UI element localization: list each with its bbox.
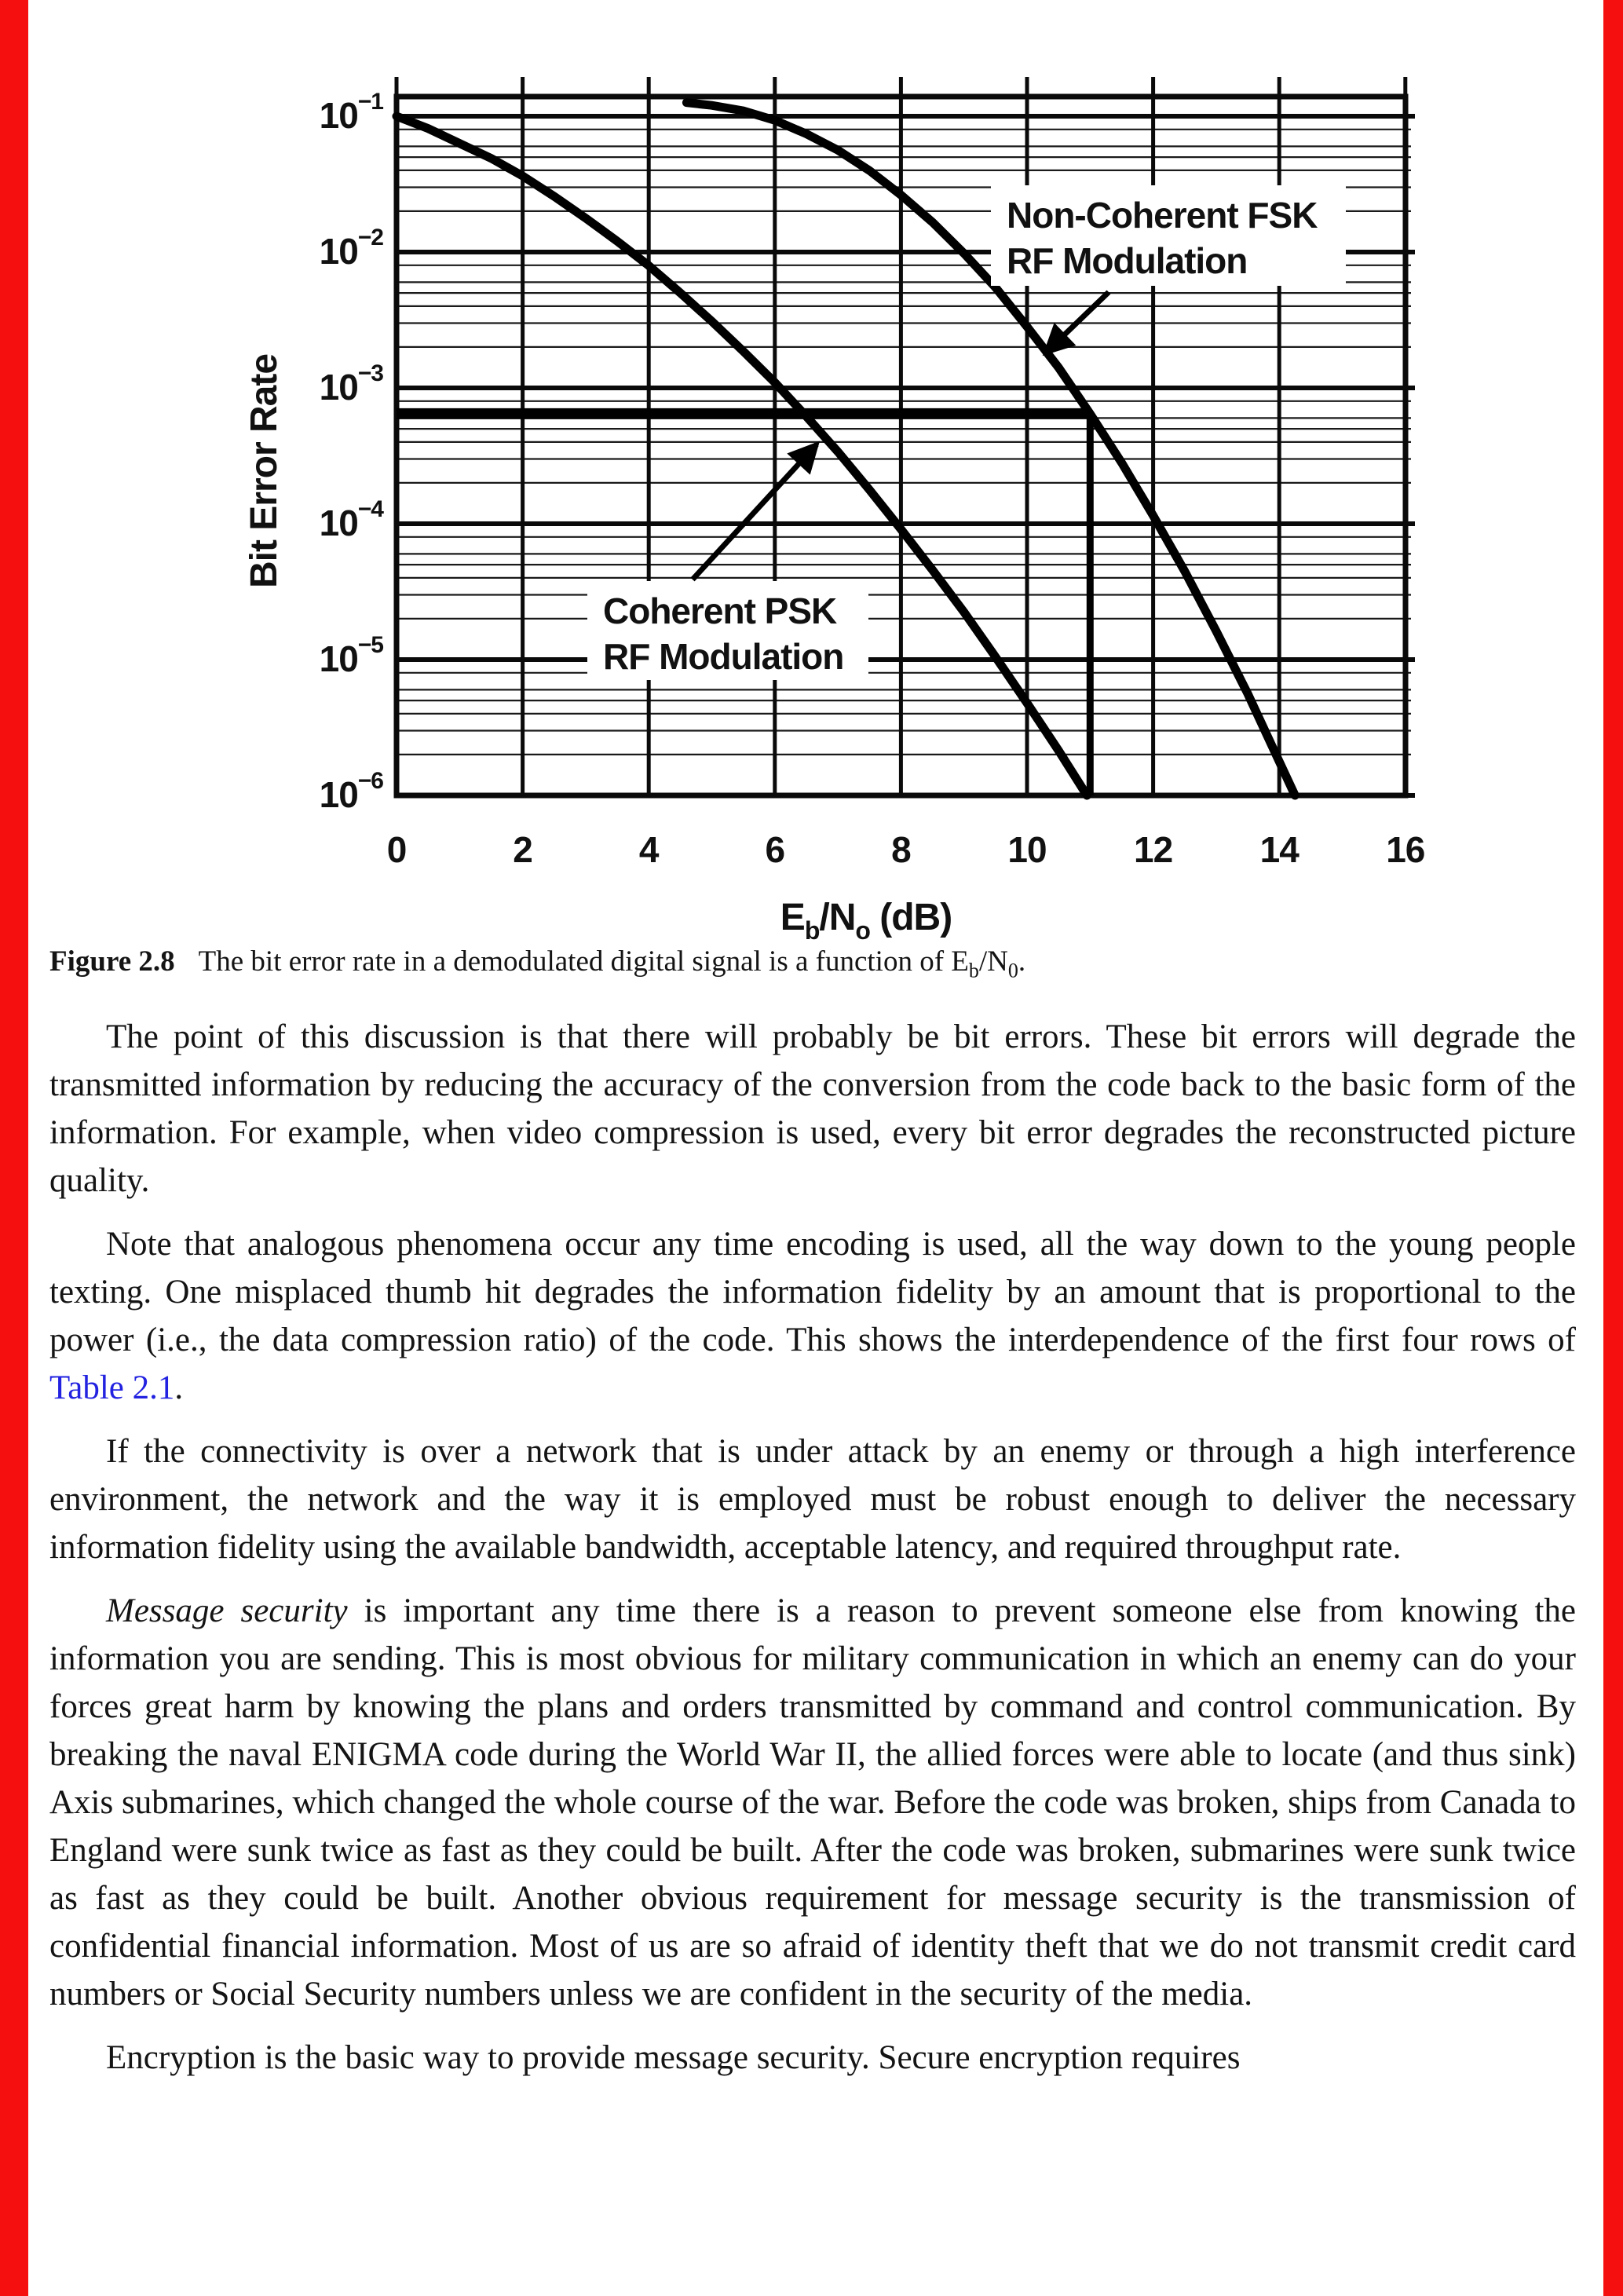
text-run: If the connectivity is over a network th…	[49, 1433, 1576, 1566]
x-axis-title: Eb​/No​ (dB)	[780, 897, 952, 945]
figure-caption: Figure 2.8 The bit error rate in a demodu…	[49, 944, 1576, 989]
fsk-arrow	[1042, 290, 1111, 356]
y-axis-title: Bit Error Rate	[243, 354, 285, 588]
x-tick-label: 10	[1007, 829, 1046, 870]
paragraph-1: The point of this discussion is that the…	[49, 1013, 1576, 1205]
x-tick-label: 12	[1134, 829, 1172, 870]
paragraph-2: Note that analogous phenomena occur any …	[49, 1220, 1576, 1412]
text-run: .	[1018, 945, 1026, 978]
chart-reference-lines	[397, 408, 1094, 795]
x-tick-label: 8	[891, 829, 911, 870]
x-tick-label: 6	[766, 829, 785, 870]
subscript: b	[968, 959, 979, 982]
chart-grid	[393, 77, 1415, 799]
psk-arrow	[690, 441, 821, 582]
table-2-1-link[interactable]: Table 2.1	[49, 1369, 175, 1406]
text-run: .	[174, 1369, 184, 1406]
emphasis-text: Message security	[106, 1592, 348, 1629]
paragraph-5: Encryption is the basic way to provide m…	[49, 2034, 1576, 2082]
subscript: 0	[1007, 959, 1018, 982]
x-tick-label: 16	[1386, 829, 1424, 870]
y-tick-label: 10−1	[320, 89, 384, 136]
text-run: Note that analogous phenomena occur any …	[49, 1226, 1576, 1358]
figure-caption-label: Figure 2.8	[49, 945, 175, 978]
chart-curves	[392, 98, 1299, 800]
paragraph-4: Message security is important any time t…	[49, 1587, 1576, 2018]
x-tick-label: 4	[639, 829, 660, 870]
fsk-label-line2: RF Modulation	[1007, 240, 1247, 281]
text-run: /N	[978, 945, 1008, 978]
psk-label-line2: RF Modulation	[603, 636, 843, 677]
text-run: Encryption is the basic way to provide m…	[106, 2039, 1241, 2076]
fsk-label-bg	[991, 185, 1346, 286]
text-run: The point of this discussion is that the…	[49, 1018, 1576, 1199]
psk-label-line1: Coherent PSK	[603, 590, 837, 631]
y-tick-label: 10−6	[320, 768, 384, 815]
x-tick-label: 14	[1260, 829, 1300, 870]
x-tick-label: 2	[513, 829, 532, 870]
coherent-psk-curve	[392, 112, 1091, 800]
text-run: is important any time there is a reason …	[49, 1592, 1577, 2013]
page-edge-left-bar	[0, 0, 28, 2296]
plot-border	[393, 93, 1409, 799]
y-tick-label: 10−2	[320, 225, 384, 272]
x-tick-label: 0	[387, 829, 407, 870]
fsk-label-line1: Non-Coherent FSK	[1007, 195, 1318, 236]
page-edge-right-bar	[1603, 0, 1623, 2296]
y-tick-label: 10−3	[320, 360, 384, 408]
psk-label-bg	[587, 581, 868, 680]
non-coherent-fsk-curve	[682, 98, 1299, 800]
y-tick-label: 10−4	[320, 496, 385, 543]
text-run: The bit error rate in a demodulated digi…	[198, 945, 969, 978]
paragraph-3: If the connectivity is over a network th…	[49, 1428, 1576, 1571]
page-text: The point of this discussion is that the…	[49, 1013, 1576, 2097]
y-tick-label: 10−5	[320, 632, 384, 679]
